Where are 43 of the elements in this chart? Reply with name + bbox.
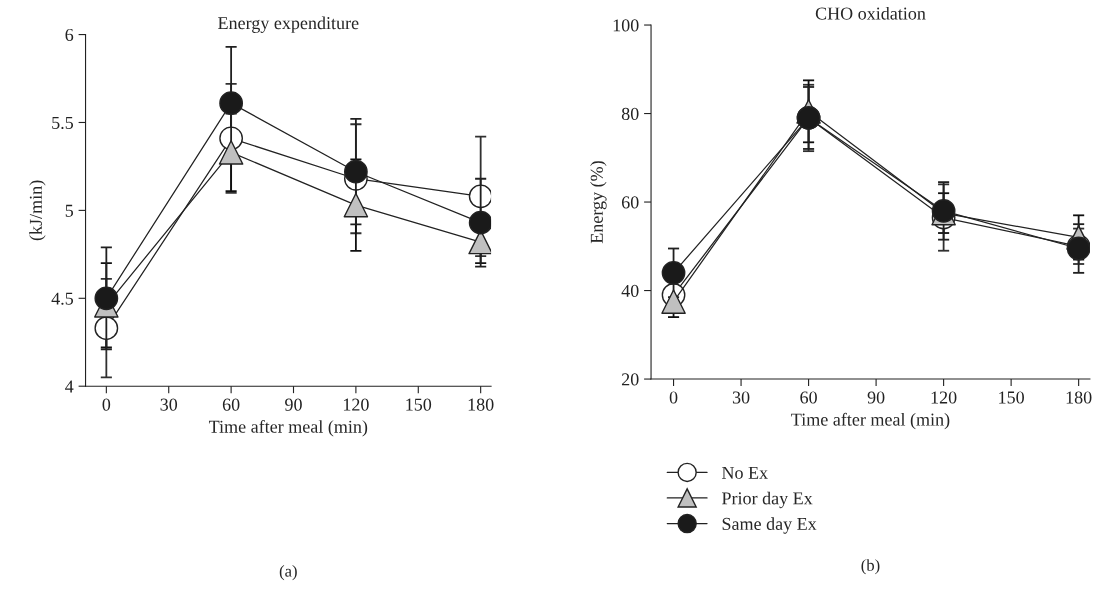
x-tick-label: 0: [102, 398, 111, 411]
chart-title: CHO oxidation: [815, 6, 926, 20]
x-tick-label: 180: [468, 398, 494, 411]
point: [661, 260, 686, 285]
point: [661, 289, 686, 314]
y-tick-label: 100: [613, 19, 639, 32]
y-tick-label: 5: [65, 204, 74, 217]
point: [94, 286, 119, 311]
x-tick-label: 120: [343, 398, 369, 411]
y-axis-title: Energy (%): [590, 161, 607, 244]
x-tick-label: 60: [800, 391, 817, 404]
text: (a): [279, 565, 297, 581]
text: (b): [861, 559, 880, 575]
x-tick-label: 60: [222, 398, 240, 411]
y-tick-label: 40: [621, 284, 639, 297]
x-tick-label: 150: [406, 398, 432, 411]
point: [218, 140, 244, 165]
x-tick-label: 120: [931, 391, 957, 404]
chart-title: Energy expenditure: [218, 16, 359, 33]
point: [343, 192, 369, 218]
x-tick-label: 30: [160, 398, 178, 411]
y-tick-label: 5.5: [52, 116, 74, 129]
x-tick-label: 180: [1066, 391, 1092, 404]
point: [343, 159, 368, 184]
x-tick-label: 0: [669, 391, 678, 404]
x-tick-label: 90: [285, 398, 302, 411]
legend-label: No Ex: [721, 466, 768, 479]
legend-label: Same day Ex: [722, 517, 817, 534]
legend-label: Prior day Ex: [721, 491, 813, 509]
point: [219, 91, 244, 116]
x-tick-label: 150: [999, 391, 1024, 404]
y-tick-label: 60: [621, 196, 639, 209]
y-tick-label: 6: [65, 28, 74, 42]
y-tick-label: 4: [65, 380, 74, 393]
x-tick-label: 90: [867, 391, 885, 404]
y-tick-label: 20: [621, 373, 639, 386]
x-axis-title: Time after meal (min): [791, 412, 950, 430]
x-axis-title: Time after meal (min): [208, 419, 368, 437]
y-tick-label: 4.5: [51, 292, 74, 305]
y-axis-title: (kJ/min): [29, 180, 46, 241]
y-tick-label: 80: [621, 107, 639, 120]
x-tick-label: 30: [732, 391, 750, 404]
point: [468, 210, 492, 235]
